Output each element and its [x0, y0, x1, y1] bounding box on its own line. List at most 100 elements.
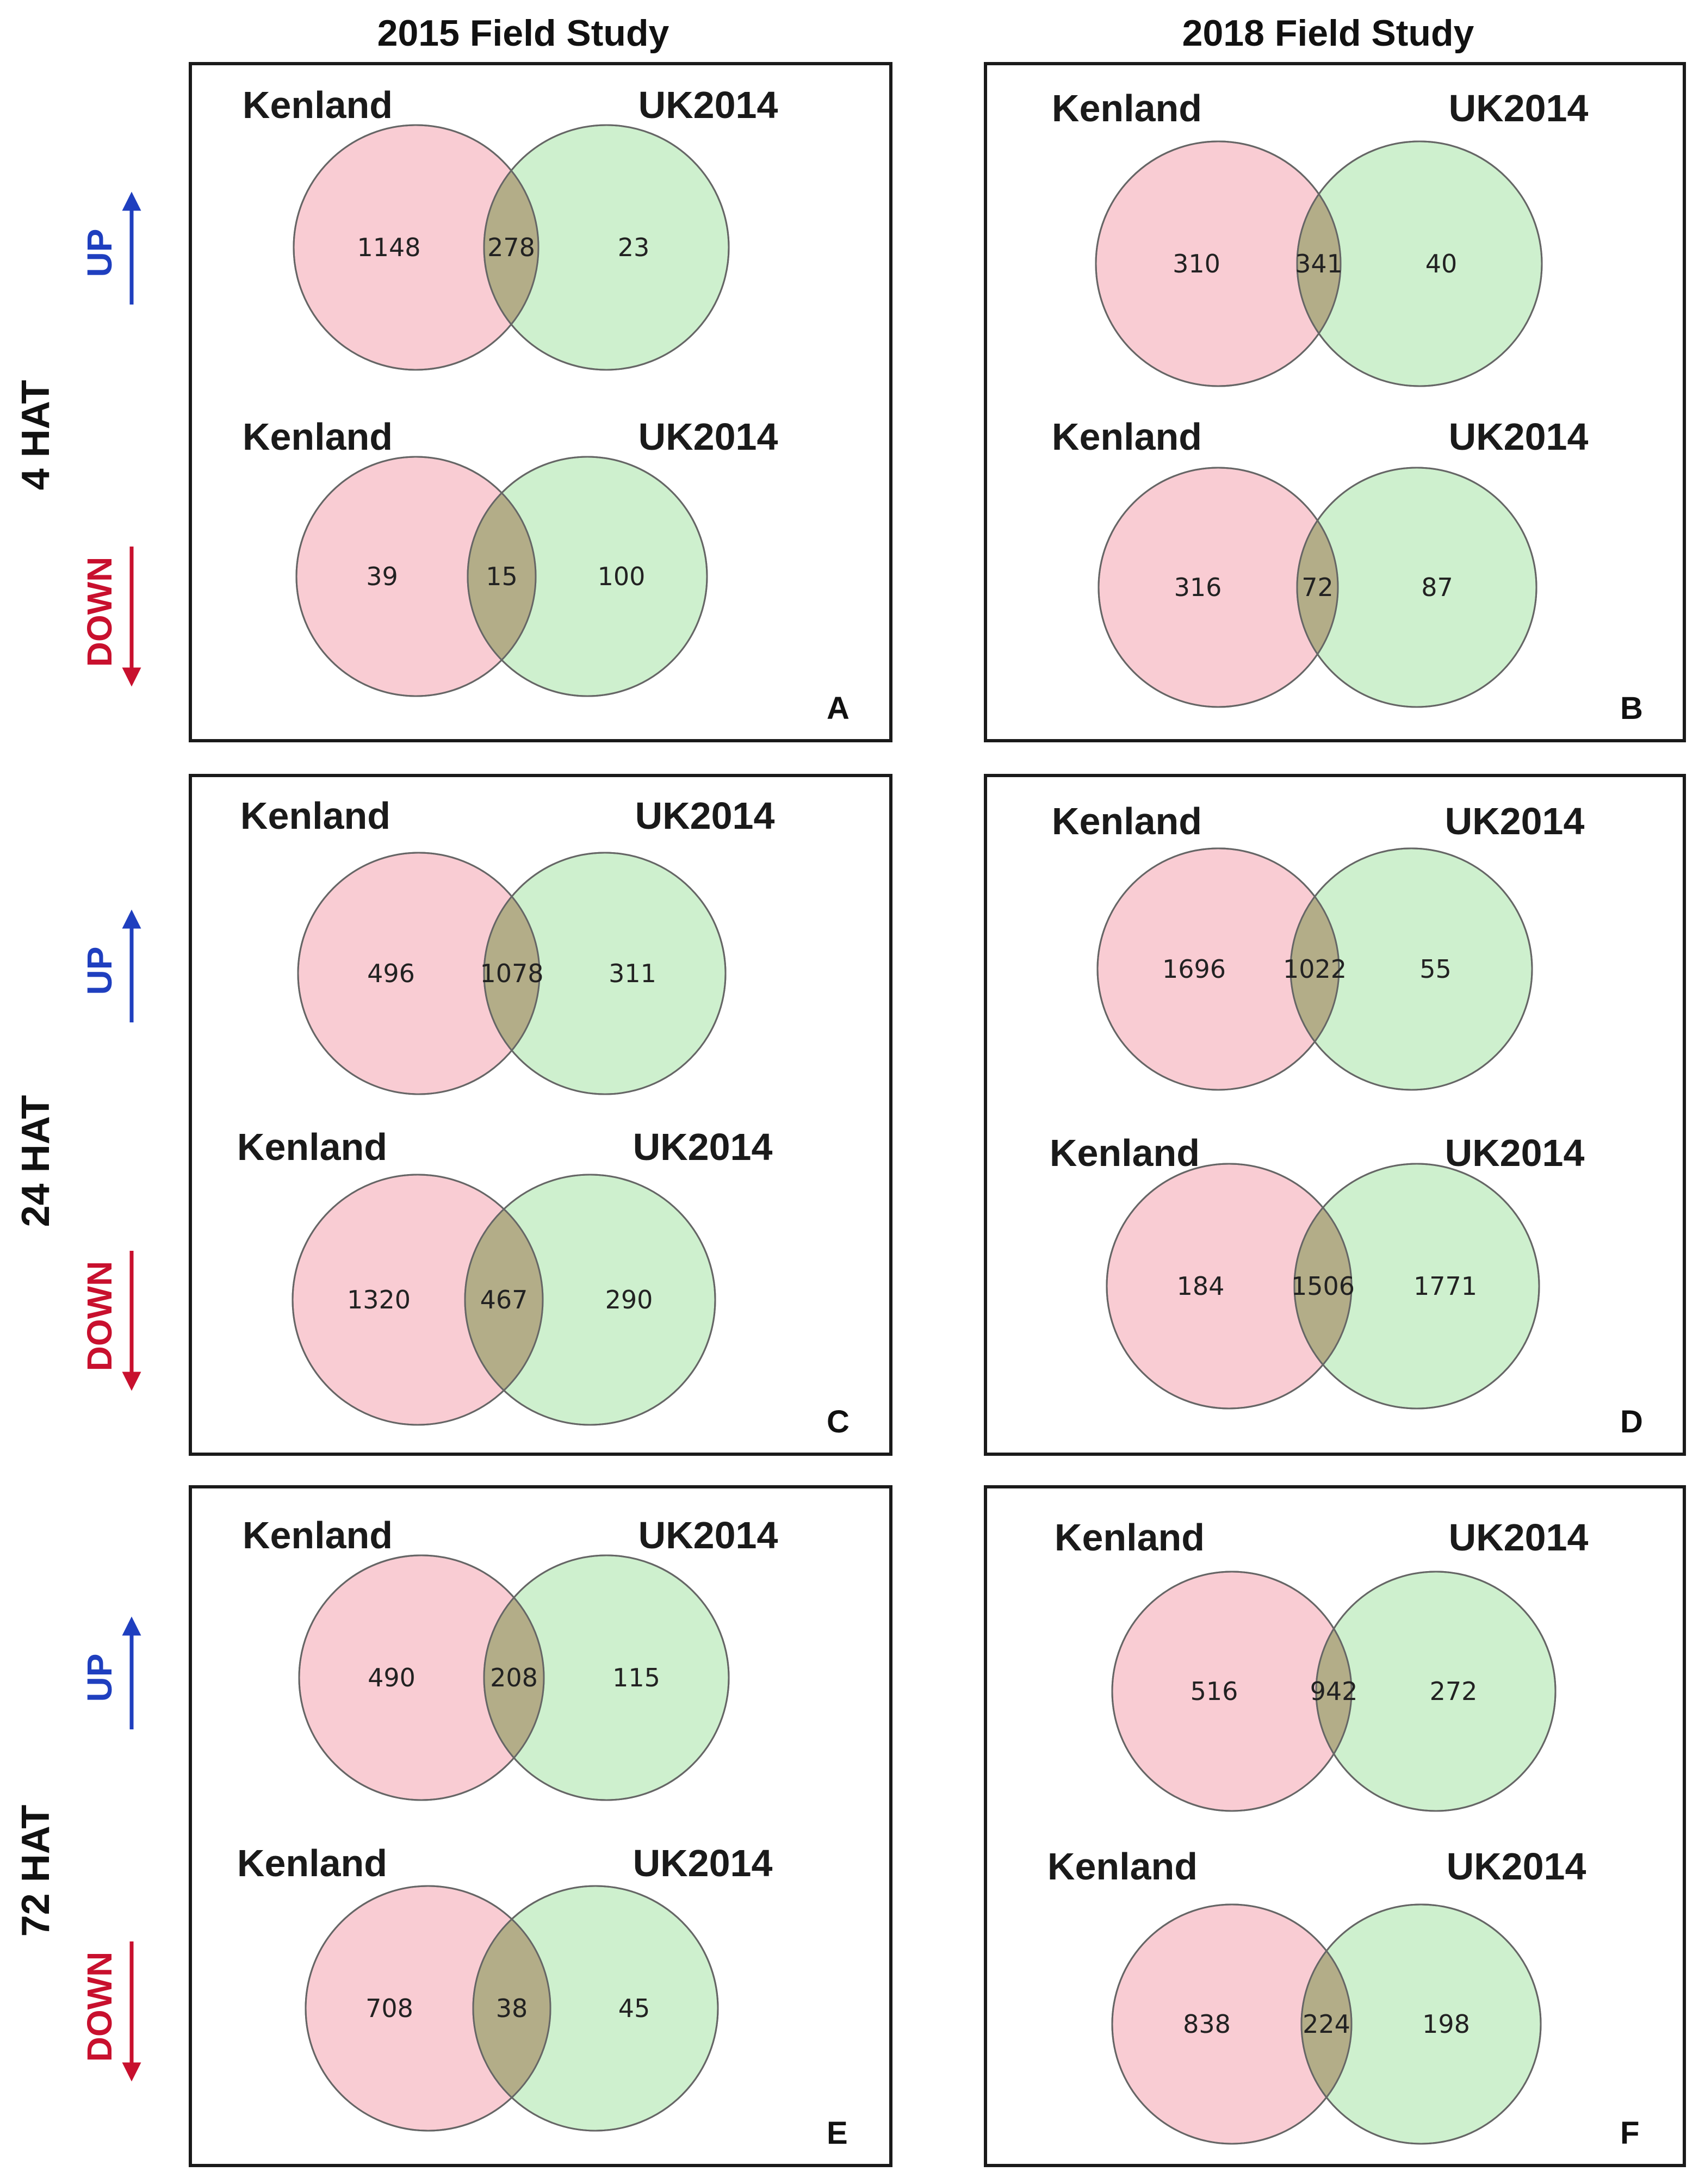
panel-letter: A — [827, 691, 850, 726]
uk2014-only-count: 40 — [1425, 249, 1458, 278]
set-label-kenland: Kenland — [1052, 87, 1202, 129]
overlap-count: 208 — [490, 1663, 538, 1692]
set-label-kenland: Kenland — [243, 1514, 393, 1556]
venn-up: Kenland UK2014 516 942 272 — [1055, 1516, 1589, 1812]
set-label-kenland: Kenland — [1052, 415, 1202, 458]
kenland-outline — [1111, 1903, 1353, 2145]
row-title-72hat: 72 HAT — [14, 1805, 58, 1937]
row-title-4hat: 4 HAT — [14, 380, 58, 491]
panel-letter: F — [1620, 2115, 1639, 2151]
venn-down: Kenland UK2014 1320 467 290 — [237, 1126, 773, 1426]
direction-label: UP — [80, 1654, 119, 1702]
set-label-kenland: Kenland — [1055, 1516, 1205, 1559]
set-label-uk2014: UK2014 — [638, 1514, 778, 1556]
kenland-only-count: 496 — [367, 959, 415, 988]
venn-up: Kenland UK2014 310 341 40 — [1052, 87, 1589, 387]
kenland-outline — [1095, 140, 1342, 387]
venn-down: Kenland UK2014 184 1506 1771 — [1050, 1132, 1585, 1410]
kenland-outline — [1098, 467, 1339, 708]
kenland-outline — [1096, 847, 1340, 1091]
uk2014-outline — [464, 1174, 716, 1426]
panel-frame — [984, 1485, 1686, 2167]
column-title-2018: 2018 Field Study — [1182, 13, 1474, 54]
kenland-only-count: 1148 — [357, 233, 420, 262]
set-label-kenland: Kenland — [1052, 800, 1202, 842]
uk2014-only-count: 311 — [609, 959, 656, 988]
set-label-uk2014: UK2014 — [1445, 800, 1585, 842]
set-label-uk2014: UK2014 — [635, 795, 775, 837]
set-label-kenland: Kenland — [1050, 1132, 1200, 1174]
uk2014-outline — [483, 124, 730, 371]
set-label-uk2014: UK2014 — [633, 1842, 773, 1884]
panel-a: Kenland UK2014 1148 278 23 Kenland UK2014 39 15 1… — [189, 62, 892, 742]
uk2014-only-count: 100 — [598, 562, 646, 591]
panel-letter: B — [1620, 691, 1643, 726]
uk2014-only-count: 55 — [1419, 954, 1452, 984]
set-label-kenland: Kenland — [237, 1842, 387, 1884]
overlap-count: 1022 — [1283, 954, 1347, 984]
venn-up: Kenland UK2014 490 208 115 — [243, 1514, 778, 1801]
set-label-uk2014: UK2014 — [633, 1126, 773, 1168]
panel-letter: C — [827, 1404, 850, 1440]
venn-up: Kenland UK2014 1696 1022 55 — [1052, 800, 1585, 1091]
set-label-uk2014: UK2014 — [1445, 1132, 1585, 1174]
uk2014-outline — [467, 456, 708, 697]
venn-down: Kenland UK2014 316 72 87 — [1052, 415, 1589, 708]
uk2014-outline — [1315, 1571, 1557, 1812]
kenland-outline — [295, 456, 537, 697]
uk2014-only-count: 115 — [612, 1663, 660, 1692]
panel-e: Kenland UK2014 490 208 115 Kenland UK2014 708 38… — [189, 1485, 892, 2167]
set-label-uk2014: UK2014 — [1449, 1516, 1589, 1559]
uk2014-outline — [1300, 1903, 1542, 2145]
kenland-outline — [1111, 1571, 1353, 1812]
venn-up: Kenland UK2014 1148 278 23 — [243, 84, 778, 371]
direction-label: DOWN — [80, 557, 119, 667]
direction-up: UP — [80, 191, 141, 305]
direction-label: UP — [80, 947, 119, 995]
set-label-uk2014: UK2014 — [1449, 415, 1589, 458]
kenland-only-count: 516 — [1191, 1677, 1238, 1706]
uk2014-outline — [1296, 140, 1543, 387]
overlap-count: 467 — [480, 1285, 528, 1314]
direction-up: UP — [80, 1616, 141, 1729]
set-label-kenland: Kenland — [240, 795, 390, 837]
set-label-kenland: Kenland — [243, 415, 393, 458]
direction-up: UP — [80, 909, 141, 1022]
kenland-outline — [297, 852, 541, 1095]
set-label-kenland: Kenland — [243, 84, 393, 126]
overlap-count: 942 — [1310, 1677, 1358, 1706]
kenland-only-count: 184 — [1177, 1271, 1225, 1301]
overlap-count: 38 — [496, 1994, 528, 2023]
uk2014-only-count: 87 — [1421, 573, 1453, 602]
kenland-only-count: 1696 — [1162, 954, 1226, 984]
panel-frame — [189, 774, 892, 1456]
kenland-only-count: 490 — [368, 1663, 416, 1692]
uk2014-only-count: 290 — [605, 1285, 653, 1314]
overlap-count: 224 — [1303, 2009, 1350, 2039]
panel-frame — [189, 1485, 892, 2167]
kenland-outline — [293, 124, 540, 371]
kenland-outline — [1106, 1163, 1353, 1410]
overlap-count: 341 — [1295, 249, 1343, 278]
kenland-outline — [305, 1885, 551, 2132]
venn-up: Kenland UK2014 496 1078 311 — [240, 795, 775, 1095]
venn-down: Kenland UK2014 708 38 45 — [237, 1842, 773, 2132]
set-label-uk2014: UK2014 — [1449, 87, 1589, 129]
uk2014-only-count: 198 — [1422, 2009, 1470, 2039]
overlap-count: 1078 — [480, 959, 543, 988]
overlap-count: 1506 — [1291, 1271, 1355, 1301]
kenland-only-count: 708 — [365, 1994, 413, 2023]
direction-down: DOWN — [80, 1251, 141, 1391]
uk2014-outline — [472, 1885, 719, 2132]
kenland-only-count: 1320 — [347, 1285, 411, 1314]
direction-label: DOWN — [80, 1952, 119, 2062]
set-label-uk2014: UK2014 — [638, 415, 778, 458]
kenland-outline — [292, 1174, 544, 1426]
panel-letter: D — [1620, 1404, 1643, 1440]
panel-b: Kenland UK2014 310 341 40 Kenland UK2014 316 72 8… — [984, 62, 1686, 742]
panel-frame — [984, 774, 1686, 1456]
venn-down: Kenland UK2014 39 15 100 — [243, 415, 778, 697]
uk2014-outline — [1289, 847, 1533, 1091]
kenland-outline — [298, 1554, 545, 1801]
